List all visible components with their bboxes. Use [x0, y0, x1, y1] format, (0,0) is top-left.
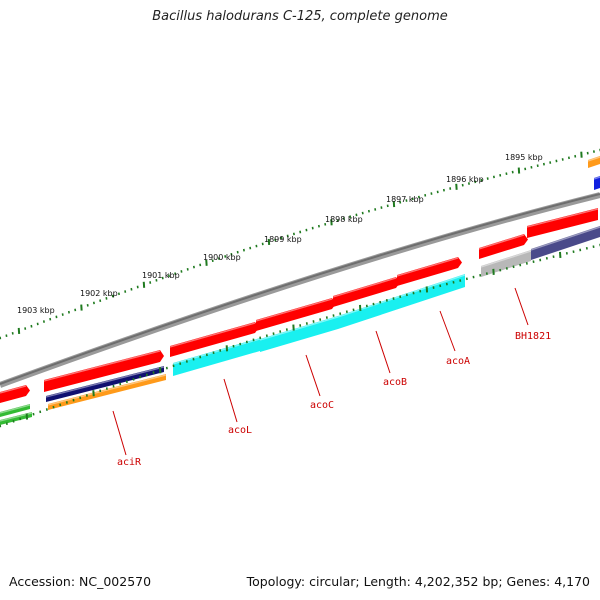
gene-label-acoL: acoL: [228, 425, 252, 436]
kbp-label: 1903 kbp: [17, 306, 55, 315]
cds-acoA: [397, 257, 462, 286]
kbp-label: 1895 kbp: [505, 153, 543, 162]
cds-acoB: [333, 277, 400, 307]
cds-acoC: [256, 298, 336, 331]
match-cyan: [260, 316, 338, 352]
map-title: Bacillus halodurans C-125, complete geno…: [152, 9, 448, 24]
gene-label-acoC: acoC: [310, 400, 334, 411]
inner-tick-ring: [0, 243, 600, 428]
match-cyan: [173, 338, 260, 376]
gene-label-aciR: aciR: [117, 457, 142, 468]
match-cyan-highlight: [337, 274, 466, 318]
gene-label-layer: aciR acoL acoC acoB acoA BH1821: [112, 287, 551, 468]
match-blue-highlight: [593, 176, 600, 180]
match-orange: [588, 156, 600, 168]
kbp-label: 1900 kbp: [203, 253, 241, 262]
kbp-label: 1902 kbp: [80, 289, 118, 298]
match-cyan-highlight: [259, 316, 339, 341]
cds-aciR: [44, 350, 164, 392]
accession-text: Accession: NC_002570: [9, 574, 152, 589]
gene-leader-line: [112, 410, 127, 456]
cds-block-highlight: [526, 208, 599, 228]
topology-summary: Topology: circular; Length: 4,202,352 bp…: [246, 574, 590, 589]
match-slate: [531, 226, 600, 260]
feature-track: [0, 156, 600, 425]
match-orange-highlight: [47, 374, 167, 406]
match-navy: [46, 366, 164, 402]
match-cyan-highlight: [172, 338, 261, 365]
kbp-label: 1896 kbp: [446, 175, 484, 184]
cds-acoL: [170, 322, 259, 357]
kbp-label: 1897 kbp: [386, 195, 424, 204]
cds-acoA-highlight: [396, 257, 459, 277]
cds-BH1821: [479, 234, 528, 259]
cds-block: [527, 208, 598, 238]
gene-leader-line: [514, 287, 529, 326]
kbp-label: 1899 kbp: [264, 235, 302, 244]
gene-leader-line: [223, 378, 238, 423]
match-gray-highlight: [480, 250, 532, 268]
gene-leader-line: [375, 330, 391, 374]
match-blue: [594, 176, 600, 190]
cds-block: [0, 385, 30, 403]
gene-leader-line: [305, 354, 321, 397]
gene-leader-line: [439, 310, 456, 352]
match-orange: [48, 374, 166, 410]
gene-label-acoB: acoB: [383, 377, 407, 388]
gene-label-BH1821: BH1821: [515, 331, 551, 342]
kbp-labels: 1895 kbp 1896 kbp 1897 kbp 1898 kbp 1899 kbp…: [17, 153, 543, 315]
cds-BH1821-highlight: [478, 234, 525, 250]
gene-label-acoA: acoA: [446, 356, 470, 367]
cds-block-highlight: [0, 385, 27, 394]
cds-acoL-highlight: [169, 322, 256, 348]
match-green-highlight: [0, 404, 31, 414]
match-navy-highlight: [45, 366, 165, 398]
match-orange-highlight: [587, 156, 600, 162]
genome-backbone-highlight: [0, 193, 600, 385]
cds-aciR-highlight: [43, 350, 161, 382]
kbp-label: 1901 kbp: [142, 271, 180, 280]
match-green: [0, 404, 30, 417]
kbp-label: 1898 kbp: [325, 215, 363, 224]
match-green: [0, 412, 32, 425]
cds-acoC-highlight: [255, 298, 333, 322]
outer-tick-ring: [0, 148, 600, 340]
cds-acoB-highlight: [332, 277, 397, 298]
match-slate-highlight: [530, 226, 600, 251]
